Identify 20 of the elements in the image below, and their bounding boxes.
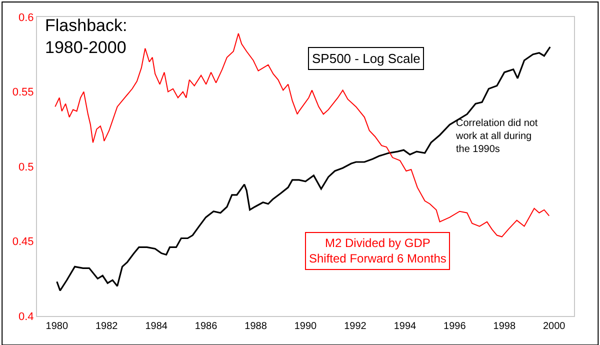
series-label: M2 Divided by GDP Shifted Forward 6 Months — [309, 236, 446, 266]
x-tick-label: 1980 — [46, 321, 68, 332]
y-tick-label: 0.4 — [18, 310, 34, 323]
annotation: Correlation did not work at all during the 1990s — [455, 118, 538, 155]
x-tick-label: 1992 — [344, 321, 367, 332]
y-tick-label: 0.45 — [12, 236, 34, 248]
x-tick-label: 1996 — [444, 321, 466, 332]
x-tick-label: 1982 — [95, 321, 118, 332]
x-tick-label: 1988 — [244, 321, 268, 332]
y-tick-label: 0.5 — [18, 161, 34, 174]
x-tick-label: 1986 — [194, 321, 218, 332]
x-tick-label: 2000 — [542, 321, 566, 332]
x-tick-label: 1994 — [394, 321, 416, 332]
text: Flashback: 1980-2000 — [45, 16, 128, 58]
x-tick-label: 1990 — [294, 321, 318, 332]
x-tick-label: 1998 — [493, 321, 516, 332]
y-tick-label: 0.6 — [18, 12, 34, 24]
text: SP500 - Log Scale — [312, 51, 420, 66]
x-tick-label: 1984 — [145, 321, 168, 332]
y-tick-label: 0.55 — [12, 86, 34, 99]
